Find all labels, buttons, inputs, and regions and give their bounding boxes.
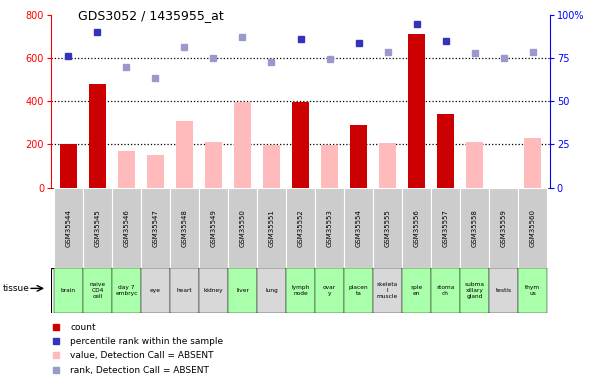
Text: ovar
y: ovar y	[323, 285, 336, 296]
Bar	[489, 188, 518, 268]
Text: day 7
embryc: day 7 embryc	[115, 285, 138, 296]
Text: tissue: tissue	[3, 284, 30, 293]
Bar	[402, 268, 431, 313]
Bar	[402, 188, 431, 268]
Bar	[315, 268, 344, 313]
Bar	[205, 142, 222, 188]
Text: GSM35547: GSM35547	[153, 209, 159, 247]
Bar	[315, 188, 344, 268]
Text: eye: eye	[150, 288, 161, 293]
Text: GSM35559: GSM35559	[501, 209, 507, 247]
Bar	[466, 142, 483, 188]
Bar	[437, 114, 454, 188]
Text: naive
CD4
cell: naive CD4 cell	[90, 282, 106, 299]
Bar	[321, 146, 338, 188]
Bar	[199, 188, 228, 268]
Bar	[489, 268, 518, 313]
Bar	[518, 268, 547, 313]
Bar	[54, 268, 83, 313]
Text: count: count	[70, 323, 96, 332]
Bar	[379, 143, 396, 188]
Bar	[170, 268, 199, 313]
Bar	[112, 268, 141, 313]
Text: GSM35552: GSM35552	[297, 209, 304, 247]
Text: GDS3052 / 1435955_at: GDS3052 / 1435955_at	[78, 9, 224, 22]
Bar	[89, 84, 106, 188]
Bar	[460, 268, 489, 313]
Text: GSM35551: GSM35551	[269, 209, 275, 247]
Bar	[147, 155, 164, 188]
Bar	[524, 138, 542, 188]
Bar	[112, 188, 141, 268]
Bar	[286, 188, 315, 268]
Bar	[170, 188, 199, 268]
Bar	[460, 188, 489, 268]
Bar	[408, 34, 426, 188]
Bar	[228, 268, 257, 313]
Text: GSM35544: GSM35544	[66, 209, 72, 247]
Text: subma
xillary
gland: subma xillary gland	[465, 282, 484, 299]
Text: GSM35545: GSM35545	[94, 209, 100, 247]
Bar	[292, 102, 309, 188]
Bar	[176, 121, 193, 188]
Text: GSM35554: GSM35554	[356, 209, 362, 247]
Bar	[344, 188, 373, 268]
Text: GSM35548: GSM35548	[182, 209, 188, 247]
Text: GSM35556: GSM35556	[413, 209, 419, 247]
Text: GSM35550: GSM35550	[239, 209, 245, 247]
Text: lymph
node: lymph node	[291, 285, 310, 296]
Bar	[54, 188, 83, 268]
Bar	[257, 268, 286, 313]
Text: GSM35553: GSM35553	[326, 209, 332, 247]
Bar	[234, 102, 251, 188]
Text: GSM35557: GSM35557	[442, 209, 448, 247]
Text: percentile rank within the sample: percentile rank within the sample	[70, 337, 224, 346]
Bar	[118, 151, 135, 188]
Text: GSM35555: GSM35555	[385, 209, 391, 247]
Bar	[263, 146, 280, 188]
Bar	[431, 268, 460, 313]
Bar	[373, 188, 402, 268]
Text: sple
en: sple en	[410, 285, 423, 296]
Bar	[59, 144, 77, 188]
Bar	[141, 188, 170, 268]
Text: rank, Detection Call = ABSENT: rank, Detection Call = ABSENT	[70, 366, 209, 375]
Bar	[286, 268, 315, 313]
Text: placen
ta: placen ta	[349, 285, 368, 296]
Bar	[431, 188, 460, 268]
Text: GSM35546: GSM35546	[123, 209, 129, 247]
Text: GSM35558: GSM35558	[472, 209, 478, 247]
Bar	[199, 268, 228, 313]
Bar	[83, 268, 112, 313]
Text: stoma
ch: stoma ch	[436, 285, 455, 296]
Text: thym
us: thym us	[525, 285, 540, 296]
Text: liver: liver	[236, 288, 249, 293]
Bar	[350, 125, 367, 188]
Text: kidney: kidney	[204, 288, 224, 293]
Bar	[228, 188, 257, 268]
Bar	[141, 268, 170, 313]
Text: value, Detection Call = ABSENT: value, Detection Call = ABSENT	[70, 351, 214, 360]
Text: testis: testis	[495, 288, 511, 293]
Text: lung: lung	[265, 288, 278, 293]
Bar	[518, 188, 547, 268]
Bar	[257, 188, 286, 268]
Bar	[344, 268, 373, 313]
Bar	[373, 268, 402, 313]
Text: heart: heart	[177, 288, 192, 293]
Text: skeleta
l
muscle: skeleta l muscle	[377, 282, 398, 299]
Text: brain: brain	[61, 288, 76, 293]
Bar	[83, 188, 112, 268]
Text: GSM35560: GSM35560	[529, 209, 535, 247]
Text: GSM35549: GSM35549	[210, 209, 216, 247]
